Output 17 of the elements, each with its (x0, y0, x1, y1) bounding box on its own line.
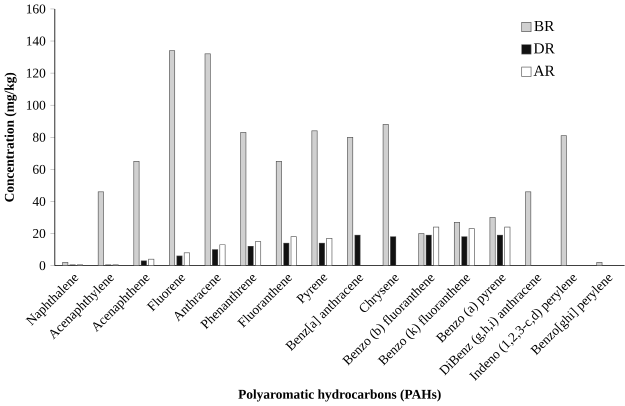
legend-label: DR (534, 43, 555, 54)
y-tick-label: 0 (40, 261, 46, 270)
y-tick-label: 160 (26, 4, 46, 14)
legend-label: AR (534, 66, 555, 76)
y-tick-label: 80 (32, 132, 46, 142)
bar (525, 192, 532, 266)
legend-label: BR (534, 20, 554, 32)
x-axis-title: Polyaromatic hydrocarbons (PAHs) (238, 389, 441, 402)
y-tick-label: 20 (33, 229, 46, 238)
y-axis-title: Concentration (mg/kg) (4, 72, 17, 202)
y-tick-label: 100 (26, 100, 46, 110)
y-tick-label: 40 (32, 196, 46, 206)
y-tick-label: 60 (33, 164, 46, 174)
bar (560, 135, 567, 266)
y-tick-label: 140 (26, 36, 46, 46)
y-tick-label: 120 (26, 68, 46, 78)
bar (596, 262, 602, 266)
